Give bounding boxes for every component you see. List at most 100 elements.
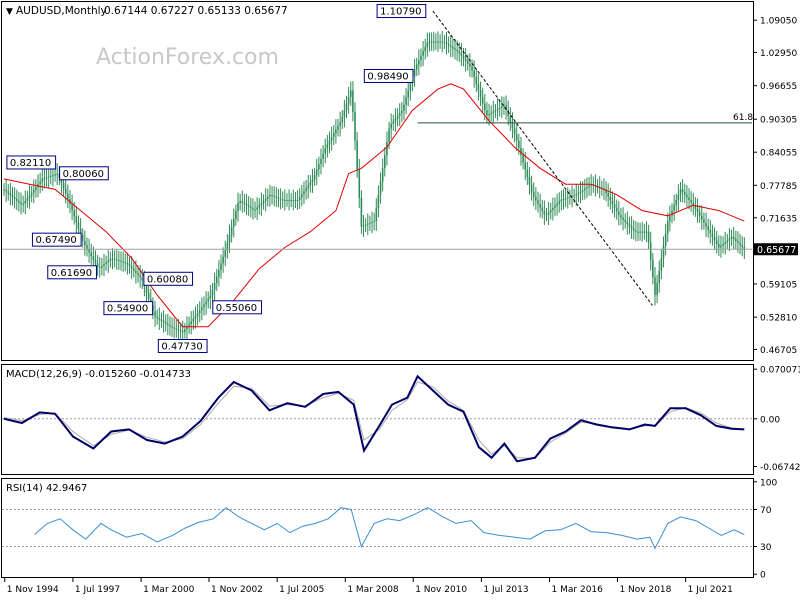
- macd-panel-frame: [1, 364, 754, 475]
- candle-body: [522, 155, 524, 163]
- candle-body: [501, 106, 503, 108]
- candle-body: [720, 245, 722, 248]
- price-tick-label: 0.71635: [760, 214, 797, 224]
- candle-body: [198, 310, 201, 314]
- candle-body: [396, 116, 399, 119]
- candle-body: [469, 63, 471, 67]
- candle-body: [215, 276, 218, 284]
- candle-body: [613, 204, 616, 208]
- candle-body: [541, 207, 544, 211]
- candle-body: [462, 55, 465, 59]
- candle-body: [649, 242, 652, 260]
- candle-body: [609, 196, 612, 201]
- price-tick-label: 1.09050: [760, 17, 797, 27]
- price-tick-label: 0.84055: [760, 149, 797, 159]
- candle-body: [443, 41, 446, 43]
- candle-body: [537, 200, 539, 204]
- candle-body: [226, 242, 229, 251]
- candle-body: [543, 210, 546, 215]
- candle-body: [732, 236, 735, 240]
- candle-body: [435, 41, 437, 43]
- candle-body: [332, 133, 335, 137]
- price-tick-label: 0.77785: [760, 182, 797, 192]
- candle-body: [218, 269, 220, 277]
- candle-body: [335, 129, 337, 134]
- candle-body: [432, 41, 435, 43]
- candle-body: [643, 231, 646, 233]
- candle-body: [18, 200, 20, 203]
- candle-body: [590, 184, 592, 186]
- candle-body: [371, 222, 373, 224]
- candle-body: [177, 329, 180, 331]
- x-tick-label: 1 Mar 2016: [552, 585, 604, 595]
- candle-body: [473, 70, 475, 78]
- candle-body: [105, 262, 107, 265]
- candle-body: [113, 258, 116, 260]
- candle-body: [662, 245, 665, 259]
- macd-layer: [2, 374, 752, 463]
- candle-body: [28, 195, 31, 199]
- candle-body: [715, 240, 718, 245]
- candle-body: [13, 196, 16, 199]
- candle-body: [377, 194, 380, 208]
- candle-body: [413, 69, 416, 77]
- candle-body: [254, 209, 256, 211]
- candle-body: [700, 215, 703, 220]
- rsi-tick-label: 100: [760, 478, 777, 488]
- candle-body: [307, 185, 310, 189]
- candle-body: [632, 228, 635, 231]
- candle-body: [175, 328, 178, 330]
- price-tick-label: 0.96655: [760, 82, 797, 92]
- candle-body: [549, 210, 552, 213]
- chart-header-triangle[interactable]: ▼: [6, 7, 13, 17]
- candle-body: [479, 90, 482, 98]
- candle-body: [737, 241, 739, 244]
- candle-body: [94, 259, 97, 264]
- candle-body: [352, 90, 354, 113]
- candle-body: [288, 200, 290, 202]
- candle-body: [454, 48, 456, 50]
- candle-body: [90, 252, 93, 257]
- candle-body: [422, 51, 424, 56]
- candle-body: [52, 175, 54, 177]
- candle-body: [515, 134, 518, 141]
- candle-body: [569, 196, 571, 198]
- candle-body: [430, 41, 433, 43]
- candle-body: [154, 311, 156, 317]
- candle-body: [243, 202, 246, 204]
- candle-body: [347, 97, 350, 104]
- candle-body: [245, 203, 248, 206]
- candle-body: [641, 231, 644, 233]
- candle-body: [120, 260, 122, 262]
- candle-body: [566, 197, 569, 199]
- price-annotation-box: [157, 339, 208, 354]
- candle-body: [196, 313, 199, 317]
- candle-body: [298, 197, 301, 201]
- candle-body: [203, 304, 205, 308]
- candle-body: [428, 41, 431, 43]
- candle-body: [98, 267, 101, 269]
- candle-body: [30, 192, 33, 196]
- current-price-tick: 0.65677: [757, 245, 796, 256]
- candle-body: [639, 231, 641, 233]
- candle-body: [239, 200, 241, 204]
- candle-body: [671, 210, 673, 216]
- candle-body: [209, 295, 212, 299]
- price-annotation-label: 1.10790: [380, 7, 421, 18]
- rsi-tick-label: 30: [760, 543, 772, 553]
- candle-body: [518, 140, 520, 148]
- price-annotation-box: [212, 300, 262, 315]
- candle-body: [201, 307, 203, 311]
- price-annotation-box: [47, 265, 97, 280]
- candle-body: [362, 225, 365, 227]
- macd-tick-label: 0.070071: [760, 366, 800, 376]
- candle-body: [247, 205, 250, 207]
- candle-body: [405, 97, 407, 105]
- candle-body: [471, 66, 473, 71]
- candle-body: [375, 207, 378, 222]
- candle-body: [262, 200, 265, 204]
- candle-body: [222, 256, 224, 264]
- candle-body: [528, 177, 531, 185]
- price-annotation-label: 0.55060: [216, 303, 257, 314]
- candle-body: [211, 289, 214, 296]
